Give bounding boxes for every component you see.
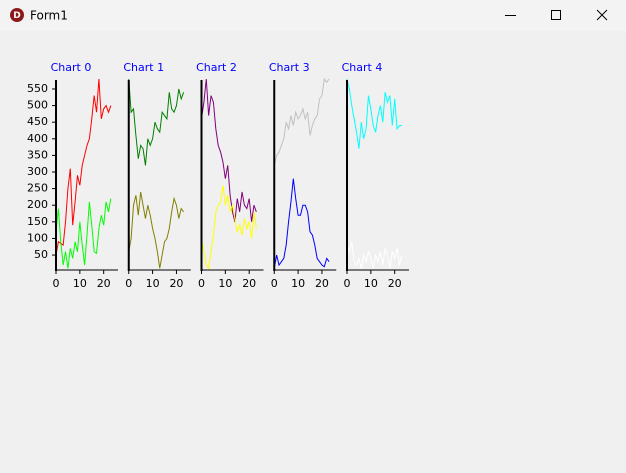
line-series <box>55 78 112 256</box>
x-tick-label: 0 <box>344 277 351 290</box>
line-series <box>128 78 185 166</box>
y-tick-label: 200 <box>27 198 48 211</box>
x-tick-label: 10 <box>291 277 305 290</box>
line-series <box>201 78 257 222</box>
y-tick-label: 250 <box>27 182 48 195</box>
y-tick-label: 450 <box>27 115 48 128</box>
maximize-button[interactable] <box>551 10 561 20</box>
chart-title: Chart 3 <box>269 61 310 74</box>
app-icon-letter: D <box>13 11 20 21</box>
chart-title: Chart 2 <box>196 61 237 74</box>
line-series <box>128 191 185 269</box>
chart-title: Chart 0 <box>51 61 92 74</box>
line-series <box>201 185 257 270</box>
x-tick-label: 20 <box>242 277 256 290</box>
x-tick-label: 0 <box>53 277 60 290</box>
line-series <box>346 78 402 149</box>
close-button[interactable] <box>596 9 608 21</box>
y-tick-label: 500 <box>27 99 48 112</box>
chart-title: Chart 4 <box>342 61 383 74</box>
window-title: Form1 <box>30 9 68 23</box>
y-tick-label: 400 <box>27 132 48 145</box>
x-tick-label: 10 <box>146 277 160 290</box>
y-tick-label: 550 <box>27 82 48 95</box>
x-tick-label: 0 <box>198 277 205 290</box>
x-tick-label: 20 <box>388 277 402 290</box>
line-series <box>273 178 330 269</box>
y-tick-label: 100 <box>27 231 48 244</box>
y-tick-label: 50 <box>34 248 48 261</box>
x-tick-label: 20 <box>315 277 329 290</box>
y-tick-label: 350 <box>27 148 48 161</box>
x-tick-label: 20 <box>97 277 111 290</box>
line-series <box>273 77 330 166</box>
x-tick-label: 10 <box>218 277 232 290</box>
title-bar <box>0 0 626 31</box>
line-series <box>55 198 112 269</box>
x-tick-label: 10 <box>364 277 378 290</box>
chart-title: Chart 1 <box>123 61 164 74</box>
x-tick-label: 0 <box>125 277 132 290</box>
x-tick-label: 0 <box>271 277 278 290</box>
x-tick-label: 10 <box>73 277 87 290</box>
app-icon <box>10 8 24 22</box>
x-tick-label: 20 <box>169 277 183 290</box>
y-tick-label: 150 <box>27 215 48 228</box>
line-series <box>346 241 403 269</box>
y-tick-label: 300 <box>27 165 48 178</box>
